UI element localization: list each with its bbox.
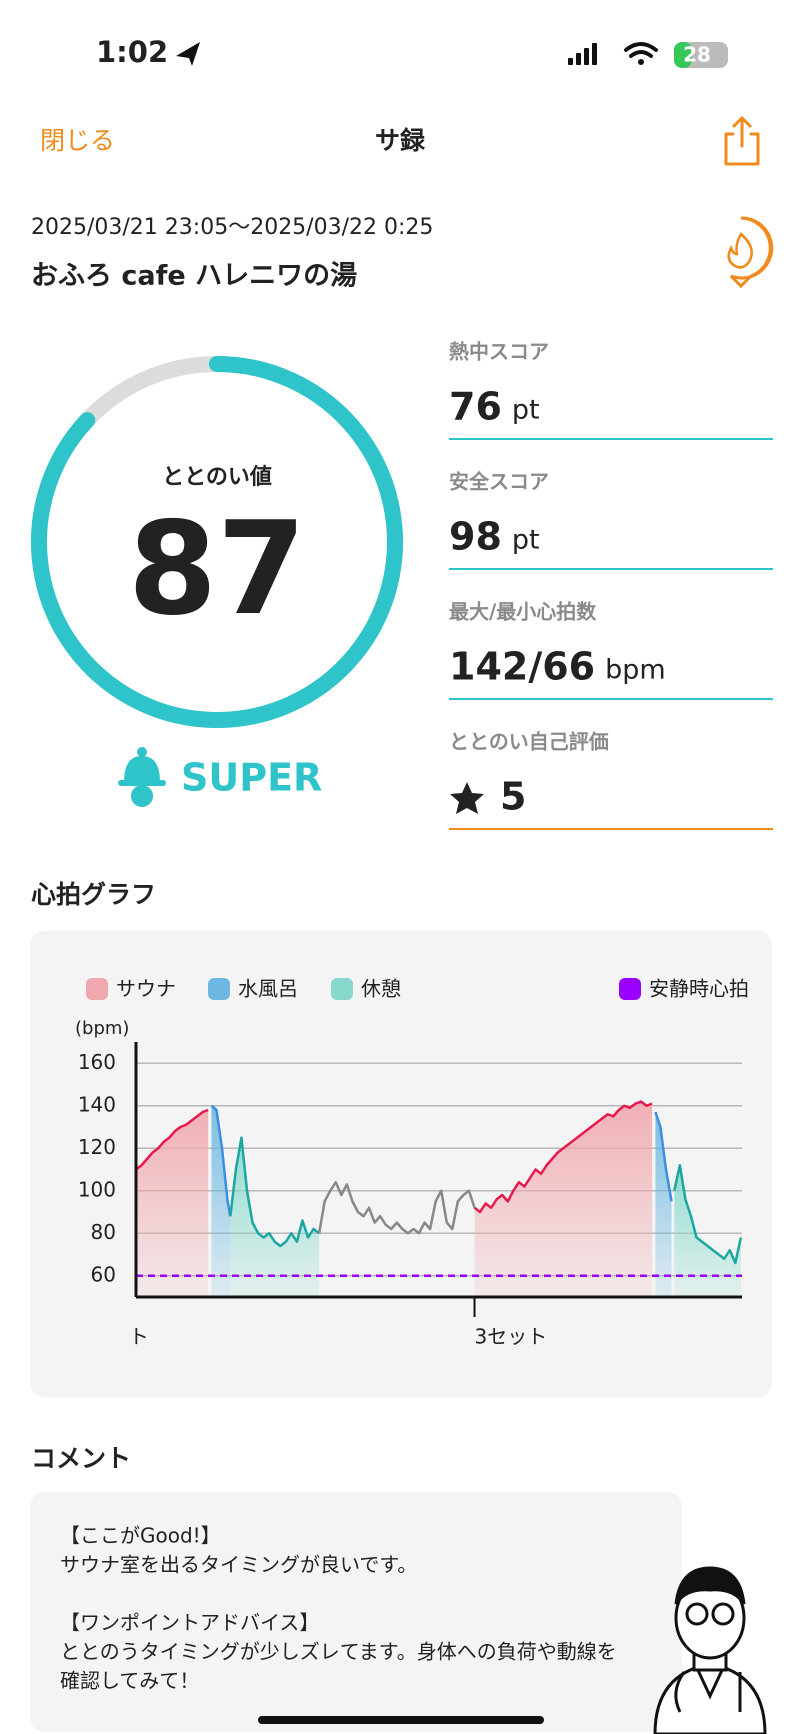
status-time: 1:02 — [96, 35, 168, 69]
y-tick-label: 160 — [78, 1050, 116, 1074]
area — [136, 1110, 209, 1297]
area — [474, 1101, 653, 1297]
comment-box — [30, 1492, 682, 1732]
legend-label: サウナ — [116, 977, 176, 1001]
comment-heading: 【ここがGood!】 — [60, 1524, 221, 1548]
y-tick-label: 80 — [91, 1220, 116, 1244]
comment-heading: 【ワンポイントアドバイス】 — [60, 1611, 319, 1635]
wifi-dot — [638, 59, 644, 65]
location-icon — [176, 42, 200, 66]
comment-body: 確認してみて！ — [60, 1669, 199, 1693]
area — [211, 1105, 231, 1297]
y-axis-label: (bpm) — [75, 1018, 129, 1039]
heart-rate-line — [317, 1181, 476, 1235]
stat-value: 98 — [449, 515, 502, 559]
rank: SUPER — [181, 756, 322, 800]
heart-rate-line — [654, 1111, 673, 1202]
graph-title: 心拍グラフ — [31, 880, 156, 909]
y-tick-label: 100 — [78, 1177, 116, 1201]
legend-label: 水風呂 — [238, 977, 298, 1001]
legend-swatch — [86, 978, 108, 1000]
stat-value: 76 — [449, 385, 502, 429]
stat-value: 142/66 — [449, 645, 595, 689]
stat-value: 5 — [500, 775, 526, 819]
battery-text: 28 — [683, 43, 711, 67]
legend-swatch — [331, 978, 353, 1000]
y-tick-label: 120 — [78, 1135, 116, 1159]
heart-rate-line — [135, 1108, 209, 1171]
home-indicator — [258, 1716, 544, 1724]
stat-label: ととのい自己評価 — [449, 730, 609, 754]
share-button[interactable] — [724, 116, 760, 166]
doctor-illustration — [653, 1566, 767, 1734]
stat-label: 最大/最小心拍数 — [449, 600, 597, 624]
heart-rate-line — [229, 1136, 320, 1248]
session-datetime: 2025/03/21 23:05〜2025/03/22 0:25 — [31, 215, 433, 240]
stat-unit: bpm — [605, 655, 666, 686]
area — [655, 1112, 672, 1297]
nav-title: サ録 — [375, 126, 426, 155]
wifi-icon — [624, 42, 658, 58]
y-tick-label: 60 — [91, 1262, 116, 1286]
heart-rate-line — [210, 1104, 232, 1217]
stat-label: 安全スコア — [449, 470, 549, 494]
legend-label: 安静時心拍 — [649, 977, 749, 1001]
star-icon — [450, 782, 484, 814]
stat-unit: pt — [512, 525, 540, 556]
heart-rate-line — [673, 1164, 743, 1265]
heart-rate-line — [473, 1100, 653, 1214]
score-value: 87 — [128, 495, 306, 644]
flame-button[interactable] — [727, 216, 774, 289]
legend-swatch — [619, 978, 641, 1000]
y-tick-label: 140 — [78, 1092, 116, 1116]
close-button[interactable]: 閉じる — [40, 126, 115, 155]
battery-level — [674, 42, 692, 68]
signal-icon — [568, 43, 597, 65]
comment-body: サウナ室を出るタイミングが良いです。 — [60, 1553, 417, 1577]
stat-label: 熱中スコア — [449, 340, 549, 364]
x-tick-label: 3セット — [475, 1325, 548, 1349]
legend-swatch — [208, 978, 230, 1000]
area — [230, 1137, 320, 1297]
x-tick-label: ト — [129, 1325, 149, 1349]
comment-title: コメント — [31, 1444, 131, 1473]
legend-label: 休憩 — [361, 977, 401, 1001]
score-ring — [31, 356, 403, 728]
score-label: ととのい値 — [162, 465, 272, 490]
rank-icon — [118, 747, 166, 807]
comment-body: ととのうタイミングが少しズレてます。身体への負荷や動線を — [60, 1640, 617, 1664]
area — [674, 1165, 741, 1297]
stat-unit: pt — [512, 395, 540, 426]
session-place: おふろ cafe ハレニワの湯 — [31, 261, 357, 292]
